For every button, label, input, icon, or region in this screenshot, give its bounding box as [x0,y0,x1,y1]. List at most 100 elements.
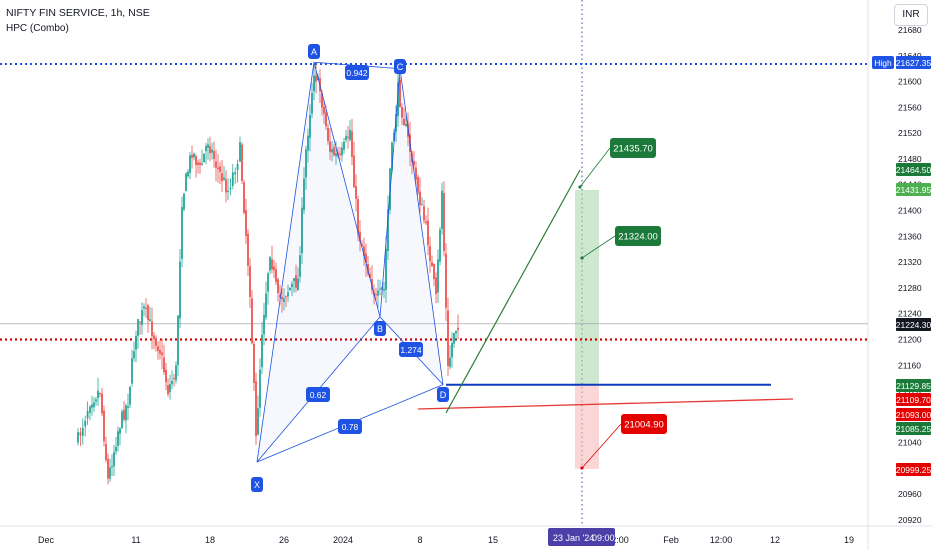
chart-legend: NIFTY FIN SERVICE, 1h, NSE HPC (Combo) [6,6,150,36]
candle-body [413,160,415,165]
candle-body [333,147,335,156]
candle-body [419,191,421,206]
ratio-badge[interactable] [399,342,423,357]
target-callout[interactable] [615,226,661,246]
ratio-label: 0.62 [310,390,327,400]
price-axis-tag[interactable] [896,379,931,392]
price-axis-strip[interactable] [868,0,932,550]
candle-body [137,319,139,336]
candle-body [215,161,217,168]
price-axis-tag[interactable] [896,408,931,421]
candle-body [433,264,435,280]
price-axis-tag[interactable] [896,163,931,176]
candle-body [287,292,289,297]
ratio-badge[interactable] [338,419,362,434]
price-tick-label: 21400 [898,206,922,216]
pattern-point-d[interactable] [437,387,449,402]
price-axis-tag[interactable] [896,318,931,331]
candle-body [453,332,455,344]
candle-body [123,409,125,420]
candle-body [191,154,193,158]
stop-zone[interactable] [575,384,599,469]
target-zone[interactable] [575,189,599,385]
red-trend-line[interactable] [417,398,794,410]
high-tag-text: High [874,58,892,68]
pattern-point-a-text: A [311,47,317,57]
candle-body [281,296,283,300]
pattern-point-c-text: C [397,62,404,72]
candle-body [297,278,299,291]
candle-body [375,294,377,296]
symbol-title[interactable]: NIFTY FIN SERVICE, 1h, NSE [6,7,150,19]
candle-body [425,221,427,224]
target-callout[interactable] [621,414,667,434]
price-tick-label: 21160 [898,360,921,370]
target-callout[interactable] [610,138,656,158]
pattern-point-a[interactable] [308,44,320,59]
candle-body [195,156,197,165]
price-axis-tag-text: 20999.25 [896,465,932,475]
candle-body [77,432,79,443]
candle-body [303,178,305,210]
candle-body [169,384,171,393]
candle-body [401,106,403,118]
pattern-point-x[interactable] [251,477,263,492]
time-tick-label: Dec [38,535,55,545]
currency-button[interactable]: INR [894,4,928,26]
candle-body [371,278,373,290]
price-axis-tag[interactable] [896,183,931,196]
candle-body [101,393,103,414]
ratio-badge[interactable] [345,65,369,80]
candle-body [341,147,343,156]
candle-body [437,259,439,293]
high-tag[interactable] [872,56,894,69]
price-axis-tag[interactable] [896,56,931,69]
candle-body [203,153,205,163]
ratio-badge[interactable] [306,387,330,402]
candle-body [329,141,331,152]
candle-body [147,305,149,320]
crosshair-time-badge[interactable] [548,528,615,546]
projection-line[interactable] [445,169,581,414]
candle-body [227,190,229,193]
pattern-point-x-text: X [254,480,260,490]
candle-body [335,153,337,156]
pattern-point-b[interactable] [374,321,386,336]
crosshair-time-label: 09:00 [592,533,615,543]
price-tick-label: 21680 [898,25,922,35]
target-anchor-dot [580,466,584,470]
price-axis-tag-text: 21093.00 [896,410,932,420]
price-axis-tag[interactable] [896,463,931,476]
candle-body [393,132,395,141]
candle-body [291,283,293,287]
candle-body [445,253,447,308]
indicator-name[interactable]: HPC (Combo) [6,23,69,34]
candle-body [229,187,232,190]
candle-body [269,257,271,271]
candle-body [343,141,345,150]
candle-body [155,338,157,346]
candle-body [443,193,445,251]
candle-body [207,144,209,148]
candle-body [243,182,245,213]
price-axis-tag-text: 21224.30 [896,320,932,330]
pattern-point-c[interactable] [394,59,406,74]
price-axis-tag[interactable] [896,393,931,406]
candle-body [247,233,249,266]
candle-body [253,343,255,383]
time-tick-label: 15 [488,535,498,545]
candle-body [199,162,201,165]
price-tick-label: 21480 [898,154,922,164]
candle-body [89,406,91,413]
candle-body [223,177,225,180]
price-tick-label: 21040 [898,438,922,448]
candle-body [149,319,151,322]
candle-body [145,307,147,309]
candle-body [221,173,223,182]
candle-body [353,155,355,188]
candle-body [377,290,379,296]
price-axis-tag[interactable] [896,422,931,435]
candle-body [81,427,84,436]
